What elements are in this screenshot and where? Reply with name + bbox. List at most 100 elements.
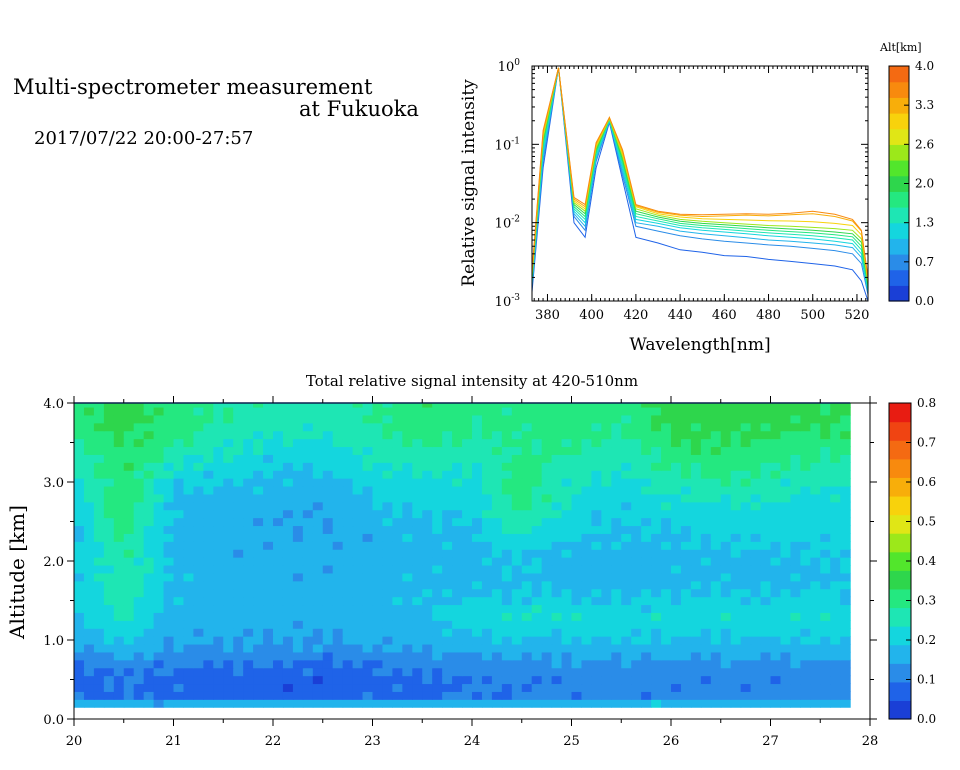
heatmap-cell xyxy=(780,588,791,598)
heatmap-cell xyxy=(372,470,384,479)
heatmap-cell xyxy=(601,572,612,582)
heatmap-cell xyxy=(282,580,294,590)
heatmap-cell xyxy=(153,501,165,511)
heatmap-cell xyxy=(193,675,204,685)
heatmap-cell xyxy=(551,604,563,613)
heatmap-cell xyxy=(123,493,135,503)
heatmap-cell xyxy=(462,564,473,574)
value-colorbar-label-7: 0.1 xyxy=(917,673,936,687)
heatmap-cell xyxy=(113,675,125,685)
heatmap-cell xyxy=(233,462,244,471)
heatmap-cell xyxy=(282,478,294,487)
heatmap-cell xyxy=(710,667,722,677)
heatmap-cell xyxy=(690,493,702,503)
heatmap-cell xyxy=(263,493,274,503)
heatmap-cell xyxy=(163,588,175,598)
heatmap-cell xyxy=(700,549,712,558)
heatmap-cell xyxy=(243,659,254,669)
heatmap-cell xyxy=(511,493,523,503)
heatmap-cell xyxy=(551,454,563,463)
heatmap-cell xyxy=(571,446,583,455)
heatmap-cell xyxy=(830,414,841,424)
heatmap-cell xyxy=(511,620,523,629)
heatmap-cell xyxy=(462,691,473,700)
heatmap-cell xyxy=(173,549,185,558)
heatmap-cell xyxy=(362,636,374,645)
heatmap-cell xyxy=(472,517,483,527)
heatmap-cell xyxy=(750,643,762,653)
heatmap-cell xyxy=(392,438,403,448)
heatmap-cell xyxy=(601,580,612,590)
heatmap-cell xyxy=(611,501,622,511)
heatmap-cell xyxy=(263,699,274,708)
value-colorbar-band-12 xyxy=(889,477,911,497)
heatmap-cell xyxy=(312,438,324,448)
heatmap-cell xyxy=(800,643,811,653)
heatmap-cell xyxy=(770,454,782,463)
heatmap-cell xyxy=(103,572,115,582)
heatmap-cell xyxy=(442,628,453,637)
heatmap-cell xyxy=(273,636,284,645)
heatmap-cell xyxy=(641,533,652,542)
heatmap-cell xyxy=(233,699,244,708)
heatmap-cell xyxy=(432,470,443,479)
heatmap-cell xyxy=(322,541,334,550)
heatmap-cell xyxy=(382,564,393,574)
heatmap-cell xyxy=(213,675,224,685)
heatmap-cell xyxy=(491,588,503,598)
heatmap-cell xyxy=(412,493,423,503)
heatmap-cell xyxy=(810,430,821,440)
heatmap-cell xyxy=(621,422,632,432)
heatmap-cell xyxy=(760,620,772,629)
heatmap-cell xyxy=(292,422,304,432)
heatmap-cell xyxy=(193,667,204,677)
heatmap-cell xyxy=(143,691,155,700)
heatmap-cell xyxy=(412,557,423,566)
heatmap-cell xyxy=(113,588,125,598)
heatmap-cell xyxy=(730,493,742,503)
heatmap-cell xyxy=(103,525,115,534)
heatmap-cell xyxy=(501,454,513,463)
heatmap-cell xyxy=(481,691,493,700)
heatmap-cell xyxy=(840,683,851,692)
heatmap-cell xyxy=(780,549,791,558)
heatmap-cell xyxy=(810,596,821,606)
heatmap-cell xyxy=(422,580,433,590)
heatmap-cell xyxy=(601,478,612,487)
heatmap-cell xyxy=(273,533,284,542)
heatmap-cell xyxy=(700,414,712,424)
heatmap-cell xyxy=(302,612,314,621)
heatmap-cell xyxy=(651,406,662,416)
heatmap-cell xyxy=(750,493,762,503)
heatmap-cell xyxy=(800,533,811,542)
heatmap-cell xyxy=(680,604,692,613)
heatmap-cell xyxy=(481,651,493,661)
heatmap-cell xyxy=(491,620,503,629)
heatmap-cell xyxy=(193,541,204,550)
heatmap-cell xyxy=(163,525,175,534)
heatmap-cell xyxy=(671,541,682,550)
heatmap-cell xyxy=(551,683,563,692)
heatmap-cell xyxy=(571,596,583,606)
heatmap-cell xyxy=(83,438,95,448)
heatmap-cell xyxy=(601,620,612,629)
heatmap-cell xyxy=(452,493,463,503)
heatmap-cell xyxy=(342,596,354,606)
spectrum-lines xyxy=(531,67,869,302)
heatmap-cell xyxy=(243,509,254,519)
heatmap-cell xyxy=(93,541,105,550)
heatmap-cell xyxy=(372,422,384,432)
heatmap-cell xyxy=(591,667,602,677)
heatmap-cell xyxy=(203,438,214,448)
heatmap-cell xyxy=(631,580,642,590)
value-colorbar-label-6: 0.2 xyxy=(917,633,936,647)
heatmap-cell xyxy=(83,683,95,692)
heatmap-cell xyxy=(213,699,224,708)
heatmap-cell xyxy=(501,485,513,495)
heatmap-cell xyxy=(422,683,433,692)
heatmap-cell xyxy=(352,517,364,527)
heatmap-cell xyxy=(153,675,165,685)
heatmap-cell xyxy=(641,667,652,677)
heatmap-cell xyxy=(422,438,433,448)
